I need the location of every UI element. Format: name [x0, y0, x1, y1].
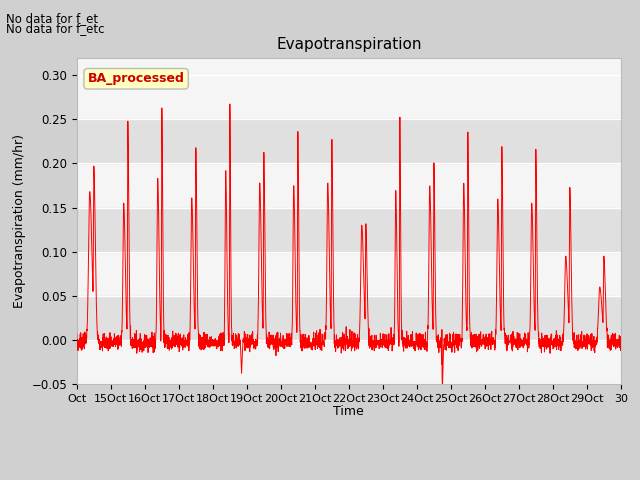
Text: No data for f_et: No data for f_et	[6, 12, 99, 25]
Title: Evapotranspiration: Evapotranspiration	[276, 37, 422, 52]
Text: BA_processed: BA_processed	[88, 72, 184, 85]
Bar	[77, 120, 621, 164]
Legend: ET-Tower: ET-Tower	[299, 479, 399, 480]
Y-axis label: Evapotranspiration (mm/hr): Evapotranspiration (mm/hr)	[13, 134, 26, 308]
Bar	[77, 296, 621, 340]
Text: No data for f_etc: No data for f_etc	[6, 22, 105, 35]
Bar	[77, 207, 621, 252]
X-axis label: Time: Time	[333, 405, 364, 418]
